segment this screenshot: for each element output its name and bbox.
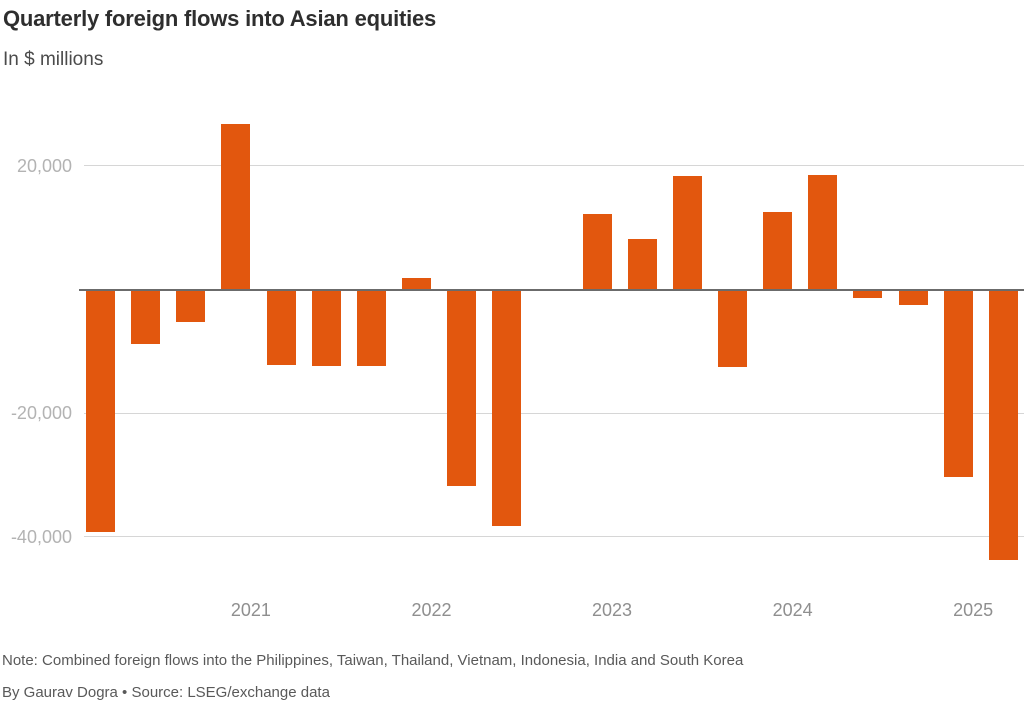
bar-2024-q1 <box>763 211 793 290</box>
x-tick-label-2021: 2021 <box>230 600 271 620</box>
bar-2020-q2 <box>86 289 115 532</box>
bar-2021-q2 <box>266 289 296 365</box>
bar-2023-q2 <box>627 238 657 290</box>
x-tick-label-2022: 2022 <box>411 600 452 620</box>
y-tick-label: -40,000 <box>10 526 72 547</box>
chart-note: Note: Combined foreign flows into the Ph… <box>2 652 744 669</box>
bar-2025-q2 <box>988 289 1018 561</box>
gridline--40000 <box>84 536 1024 538</box>
bar-2020-q4 <box>176 289 206 323</box>
x-tick-label-2024: 2024 <box>772 600 813 620</box>
bar-2024-q3 <box>853 289 883 298</box>
bar-2023-q3 <box>672 176 702 290</box>
page-subtitle: In $ millions <box>3 49 104 70</box>
x-tick-label-2025: 2025 <box>953 600 994 620</box>
bar-2021-q1 <box>221 123 251 290</box>
y-tick-label: 20,000 <box>16 155 72 176</box>
gridline-20000 <box>84 165 1024 167</box>
gridline--20000 <box>84 412 1024 414</box>
bar-2023-q1 <box>582 214 612 290</box>
zero-axis-line <box>79 288 1024 291</box>
bar-2025-q1 <box>943 289 973 477</box>
chart-byline: By Gaurav Dogra • Source: LSEG/exchange … <box>2 684 330 701</box>
x-tick-label-2023: 2023 <box>592 600 633 620</box>
bar-2021-q4 <box>356 289 386 366</box>
bar-2023-q4 <box>717 289 747 368</box>
bar-2024-q2 <box>808 175 838 290</box>
bar-2020-q3 <box>131 289 161 344</box>
y-tick-label: -20,000 <box>10 403 72 424</box>
bar-2024-q4 <box>898 289 928 305</box>
bar-2022-q2 <box>447 289 477 486</box>
bar-2022-q1 <box>401 278 431 290</box>
page-title: Quarterly foreign flows into Asian equit… <box>3 6 437 31</box>
bar-2021-q3 <box>311 289 341 367</box>
bar-2022-q3 <box>492 289 522 526</box>
